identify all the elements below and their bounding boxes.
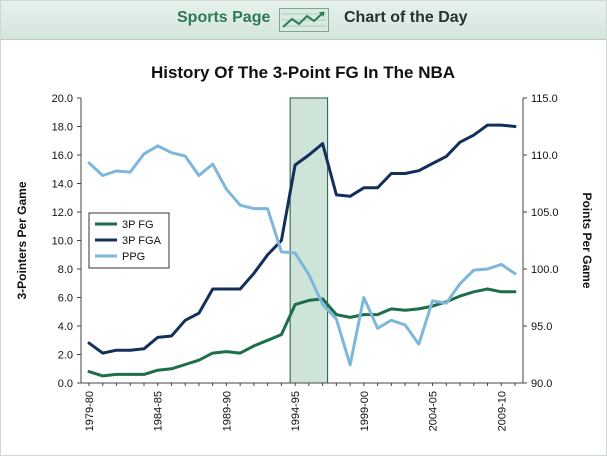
legend-label: 3P FGA (122, 235, 162, 247)
legend-label: 3P FG (122, 219, 154, 231)
header-right-label: Chart of the Day (344, 9, 468, 26)
y-left-tick-label: 4.0 (58, 321, 73, 333)
y-right-tick-label: 105.0 (531, 207, 559, 219)
y-left-tick-label: 12.0 (52, 207, 73, 219)
x-tick-label: 1984-85 (153, 391, 165, 431)
x-tick-label: 2009-10 (496, 391, 508, 431)
y-right-tick-label: 95.0 (531, 321, 552, 333)
y-right-tick-label: 110.0 (531, 150, 558, 162)
highlight-band (289, 97, 329, 384)
header-banner: Sports Page Chart of the Day (1, 1, 606, 40)
chart-line-icon (279, 8, 329, 32)
series-line-ppg (87, 144, 517, 367)
x-tick-label: 2004-05 (428, 391, 440, 431)
header-left-label: Sports Page (177, 9, 271, 26)
y-left-tick-label: 14.0 (52, 179, 73, 191)
x-tick-label: 1999-00 (359, 391, 371, 431)
y-left-tick-label: 18.0 (52, 122, 73, 134)
y-right-tick-label: 100.0 (531, 264, 559, 276)
y-left-axis-title: 3-Pointers Per Game (15, 181, 29, 299)
legend-label: PPG (122, 251, 145, 263)
y-right-tick-label: 115.0 (531, 93, 558, 105)
y-right-axis-title: Points Per Game (580, 192, 594, 288)
y-left-tick-label: 8.0 (58, 264, 73, 276)
x-tick-label: 1994-95 (290, 391, 302, 431)
chart-title: History Of The 3-Point FG In The NBA (151, 63, 455, 82)
x-tick-label: 1989-90 (221, 391, 233, 431)
x-tick-label: 1979-80 (84, 391, 96, 431)
series-line-3p-fga (87, 123, 517, 355)
y-left-tick-label: 6.0 (58, 293, 73, 305)
y-left-tick-label: 16.0 (52, 150, 73, 162)
y-left-tick-label: 0.0 (58, 378, 73, 390)
y-left-tick-label: 20.0 (52, 93, 73, 105)
y-right-tick-label: 90.0 (531, 378, 552, 390)
y-left-tick-label: 10.0 (52, 236, 73, 248)
y-left-tick-label: 2.0 (58, 350, 73, 362)
